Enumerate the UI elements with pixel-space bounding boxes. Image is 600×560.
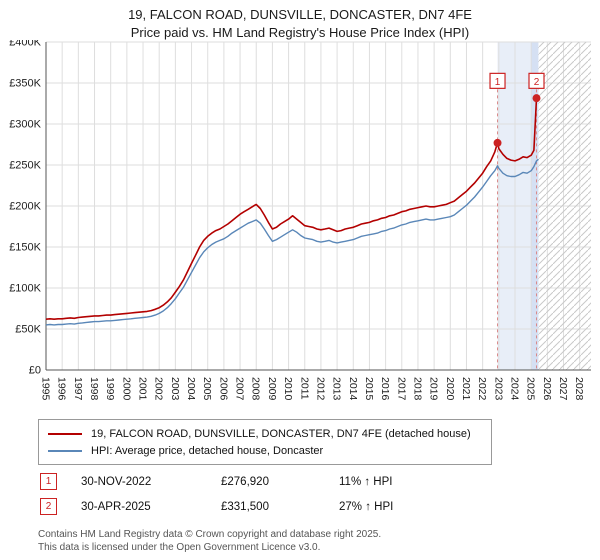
annotation-2-date: 30-APR-2025 xyxy=(81,500,151,513)
svg-text:£400K: £400K xyxy=(9,40,41,49)
svg-text:2022: 2022 xyxy=(476,377,488,401)
svg-text:2009: 2009 xyxy=(266,377,278,401)
annotation-2-hpi: 27% ↑ HPI xyxy=(339,500,394,513)
annotation-1-marker: 1 xyxy=(40,473,57,490)
svg-text:2011: 2011 xyxy=(298,377,310,400)
legend-label-property: 19, FALCON ROAD, DUNSVILLE, DONCASTER, D… xyxy=(91,427,471,440)
svg-text:1999: 1999 xyxy=(104,377,116,401)
svg-text:2015: 2015 xyxy=(363,377,375,401)
svg-text:£200K: £200K xyxy=(9,201,41,213)
annotation-1-price: £276,920 xyxy=(221,475,269,488)
svg-text:£150K: £150K xyxy=(9,242,41,254)
svg-text:2014: 2014 xyxy=(347,377,359,401)
svg-text:1996: 1996 xyxy=(56,377,68,401)
svg-text:1: 1 xyxy=(495,77,501,88)
svg-text:£300K: £300K xyxy=(9,119,41,131)
svg-text:2000: 2000 xyxy=(120,377,132,401)
svg-text:2026: 2026 xyxy=(541,377,553,401)
license-footer: Contains HM Land Registry data © Crown c… xyxy=(38,528,600,554)
red-line-swatch xyxy=(48,432,82,435)
svg-text:2: 2 xyxy=(534,77,540,88)
svg-text:2019: 2019 xyxy=(428,377,440,401)
svg-text:2008: 2008 xyxy=(250,377,262,401)
svg-text:2028: 2028 xyxy=(573,377,585,401)
svg-text:2024: 2024 xyxy=(508,377,520,401)
svg-text:1997: 1997 xyxy=(72,377,84,401)
svg-text:£250K: £250K xyxy=(9,160,41,172)
footer-line-1: Contains HM Land Registry data © Crown c… xyxy=(38,529,382,540)
page-subtitle: Price paid vs. HM Land Registry's House … xyxy=(130,25,470,40)
svg-text:2013: 2013 xyxy=(331,377,343,401)
annotation-1-date: 30-NOV-2022 xyxy=(81,475,152,488)
svg-text:2006: 2006 xyxy=(217,377,229,401)
svg-text:2023: 2023 xyxy=(492,377,504,401)
legend-item-property: 19, FALCON ROAD, DUNSVILLE, DONCASTER, D… xyxy=(48,425,482,442)
chart-legend: 19, FALCON ROAD, DUNSVILLE, DONCASTER, D… xyxy=(38,419,492,465)
svg-text:2016: 2016 xyxy=(379,377,391,401)
svg-text:1998: 1998 xyxy=(88,377,100,401)
annotation-2-marker: 2 xyxy=(40,498,57,515)
annotation-row-1: 1 30-NOV-2022 £276,920 11% ↑ HPI xyxy=(40,473,600,490)
footer-line-2: This data is licensed under the Open Gov… xyxy=(38,542,321,553)
svg-text:2012: 2012 xyxy=(314,377,326,401)
svg-text:2021: 2021 xyxy=(460,377,472,401)
svg-text:2017: 2017 xyxy=(395,377,407,401)
blue-line-swatch xyxy=(48,449,82,452)
legend-label-hpi: HPI: Average price, detached house, Donc… xyxy=(91,444,324,457)
svg-text:2002: 2002 xyxy=(153,377,165,401)
svg-text:2003: 2003 xyxy=(169,377,181,401)
svg-text:£350K: £350K xyxy=(9,78,41,90)
page-title: 19, FALCON ROAD, DUNSVILLE, DONCASTER, D… xyxy=(128,7,472,22)
svg-text:2020: 2020 xyxy=(444,377,456,401)
svg-text:2010: 2010 xyxy=(282,377,294,401)
svg-text:2018: 2018 xyxy=(411,377,423,401)
svg-text:2007: 2007 xyxy=(234,377,246,401)
svg-text:2001: 2001 xyxy=(137,377,149,401)
svg-text:2025: 2025 xyxy=(525,377,537,401)
price-history-chart: 1995 1996 1997 1998 1999 2000 2001 2002 2003 2004… xyxy=(9,40,591,401)
svg-text:2005: 2005 xyxy=(201,377,213,401)
annotation-2-price: £331,500 xyxy=(221,500,269,513)
annotation-row-2: 2 30-APR-2025 £331,500 27% ↑ HPI xyxy=(40,498,600,515)
svg-text:£100K: £100K xyxy=(9,283,41,295)
svg-text:2004: 2004 xyxy=(185,377,197,401)
svg-text:2027: 2027 xyxy=(557,377,569,401)
legend-item-hpi: HPI: Average price, detached house, Donc… xyxy=(48,442,482,459)
svg-text:£50K: £50K xyxy=(15,324,41,336)
annotation-1-hpi: 11% ↑ HPI xyxy=(339,475,393,488)
svg-text:£0: £0 xyxy=(29,365,41,377)
svg-text:1995: 1995 xyxy=(40,377,52,401)
